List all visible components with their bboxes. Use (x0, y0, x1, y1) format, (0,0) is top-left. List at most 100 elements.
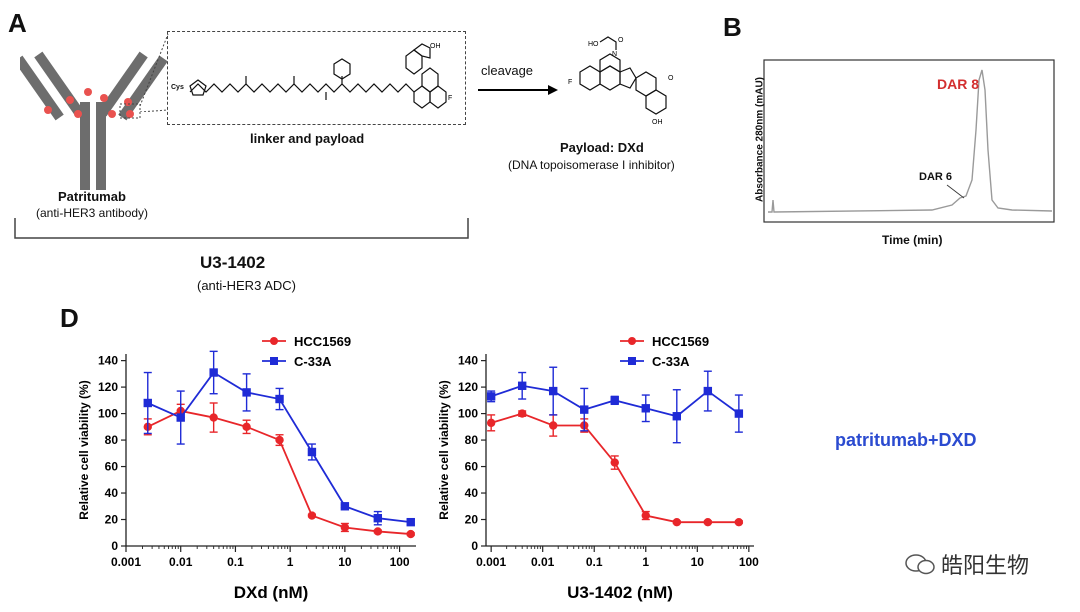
y-tick-label: 0 (111, 539, 118, 553)
data-point (703, 386, 713, 396)
legend-marker (628, 357, 636, 365)
antibody-name: Patritumab (58, 189, 126, 204)
svg-text:O: O (618, 37, 624, 44)
data-point (549, 421, 558, 430)
data-point (610, 458, 619, 467)
data-point (209, 368, 218, 377)
legend-marker (628, 337, 636, 345)
adc-name: U3-1402 (200, 253, 266, 272)
data-point (275, 435, 284, 445)
chromatogram-ylabel: Absorbance 280nm (mAU) (754, 76, 766, 203)
svg-text:OH: OH (430, 43, 441, 50)
y-tick-label: 80 (465, 433, 479, 447)
data-point (672, 412, 681, 421)
y-tick-label: 0 (471, 539, 478, 553)
data-point (486, 392, 496, 401)
zoom-lines (140, 33, 169, 112)
data-point (641, 404, 650, 413)
data-point (340, 502, 350, 511)
y-tick-label: 60 (465, 460, 479, 474)
svg-text:OH: OH (652, 119, 663, 126)
peak-dar8-label: DAR 8 (937, 76, 980, 92)
data-point (275, 394, 284, 404)
data-point (641, 511, 650, 520)
chromatogram-xlabel: Time (min) (882, 233, 943, 247)
y-tick-label: 100 (98, 407, 118, 421)
data-point (340, 523, 350, 532)
y-tick-label: 20 (465, 513, 479, 527)
linker-structure: OH F (189, 43, 452, 109)
data-point (517, 409, 527, 418)
data-point (307, 447, 317, 457)
y-tick-label: 120 (458, 380, 478, 394)
data-point (307, 511, 317, 520)
y-tick-label: 120 (98, 380, 118, 394)
data-point (672, 517, 681, 527)
payload-description: (DNA topoisomerase I inhibitor) (508, 158, 675, 172)
chromatogram-frame (763, 59, 1055, 223)
data-point (703, 517, 713, 527)
data-point (734, 517, 744, 527)
chromatogram-trace (768, 69, 1053, 213)
data-point (549, 386, 558, 396)
data-point (242, 422, 251, 432)
payload-name: Payload: DXd (560, 140, 644, 155)
x-tick-label: 1 (642, 555, 649, 569)
antibody-illustration (20, 51, 168, 190)
payload-stars (44, 88, 134, 118)
data-point (406, 529, 415, 539)
y-axis-label: Relative cell viability (%) (437, 380, 451, 519)
viability-chart-u3-1402: 0 20 40 60 80 100 120 140 0.001 0.01 0.1 1 10 100 U3-1… (437, 334, 759, 602)
x-tick-label: 10 (338, 555, 352, 569)
data-point (580, 405, 589, 414)
legend-label: C-33A (652, 354, 690, 369)
adc-bracket (14, 218, 469, 239)
svg-text:O: O (668, 75, 674, 82)
y-tick-label: 20 (105, 513, 119, 527)
y-axis-label: Relative cell viability (%) (77, 380, 91, 519)
watermark-text: 皓阳生物 (941, 553, 1030, 578)
watermark: 皓阳生物 (905, 548, 1029, 580)
data-point (143, 398, 152, 408)
panel-a-letter: A (8, 8, 27, 38)
panel-d-letter: D (60, 303, 79, 333)
side-caption: patritumab+DXD (835, 430, 977, 450)
x-tick-label: 1 (287, 555, 294, 569)
viability-chart-dxd: 0 20 40 60 80 100 120 140 0.001 0.01 0.1 1 10 100 DXd … (77, 334, 416, 602)
x-tick-label: 0.001 (111, 555, 141, 569)
zoom-box (119, 103, 141, 119)
data-point (734, 409, 744, 418)
chromatogram (763, 59, 1055, 223)
legend-marker (270, 357, 278, 365)
svg-text:F: F (448, 95, 452, 102)
legend-label: HCC1569 (294, 334, 351, 349)
data-point (610, 396, 619, 405)
y-tick-label: 80 (105, 433, 119, 447)
data-point (209, 413, 218, 422)
data-point (406, 517, 415, 527)
peak-dar6-label: DAR 6 (919, 171, 953, 183)
legend-label: HCC1569 (652, 334, 709, 349)
y-tick-label: 60 (105, 460, 119, 474)
wechat-icon (905, 554, 935, 575)
legend-marker (270, 337, 278, 345)
payload-structure: HO O F N OH O (568, 36, 674, 126)
linker-payload-label: linker and payload (250, 131, 365, 146)
x-tick-label: 100 (739, 555, 759, 569)
y-tick-label: 40 (465, 486, 479, 500)
data-point (176, 413, 185, 422)
data-point (373, 527, 383, 536)
x-tick-label: 0.001 (476, 555, 506, 569)
x-tick-label: 100 (390, 555, 410, 569)
cleavage-label: cleavage (481, 63, 534, 78)
y-tick-label: 140 (458, 354, 478, 368)
data-point (373, 513, 383, 523)
adc-description: (anti-HER3 ADC) (197, 278, 296, 293)
cys-label: Cys (171, 84, 184, 91)
panel-b-letter: B (723, 12, 742, 42)
x-tick-label: 0.1 (227, 555, 244, 569)
svg-text:N: N (612, 51, 617, 58)
antibody-description: (anti-HER3 antibody) (36, 206, 149, 220)
y-tick-label: 40 (105, 486, 119, 500)
svg-text:F: F (568, 79, 572, 86)
